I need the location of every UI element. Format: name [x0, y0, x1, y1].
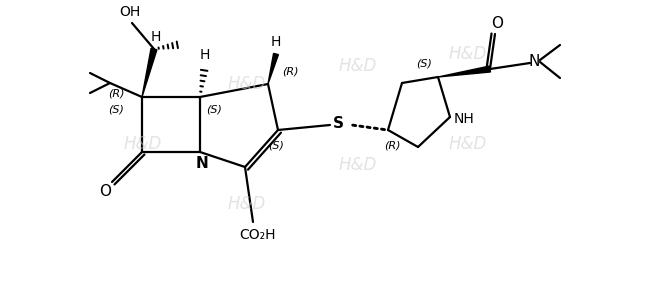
Polygon shape [268, 53, 278, 84]
Polygon shape [438, 66, 491, 77]
Text: (S): (S) [108, 104, 124, 114]
Text: OH: OH [120, 5, 140, 19]
Text: H&D: H&D [228, 195, 266, 213]
Text: (R): (R) [384, 140, 400, 150]
Text: (S): (S) [206, 104, 222, 114]
Text: (S): (S) [416, 59, 432, 69]
Text: H: H [271, 35, 281, 49]
Text: S: S [333, 116, 343, 130]
Text: (R): (R) [281, 67, 298, 77]
Text: H: H [151, 30, 161, 44]
Text: O: O [99, 184, 111, 199]
Text: H&D: H&D [449, 135, 487, 153]
Text: H&D: H&D [124, 135, 162, 153]
Text: (S): (S) [268, 140, 284, 150]
Text: O: O [491, 16, 503, 32]
Polygon shape [142, 48, 157, 97]
Text: H&D: H&D [339, 156, 376, 174]
Text: (R): (R) [108, 88, 124, 98]
Text: H&D: H&D [449, 45, 487, 63]
Text: CO₂H: CO₂H [240, 228, 276, 242]
Text: H&D: H&D [228, 75, 266, 93]
Text: H&D: H&D [339, 57, 376, 75]
Text: N: N [196, 157, 209, 172]
Text: H: H [200, 48, 210, 62]
Text: NH: NH [454, 112, 474, 126]
Text: N: N [528, 53, 539, 68]
